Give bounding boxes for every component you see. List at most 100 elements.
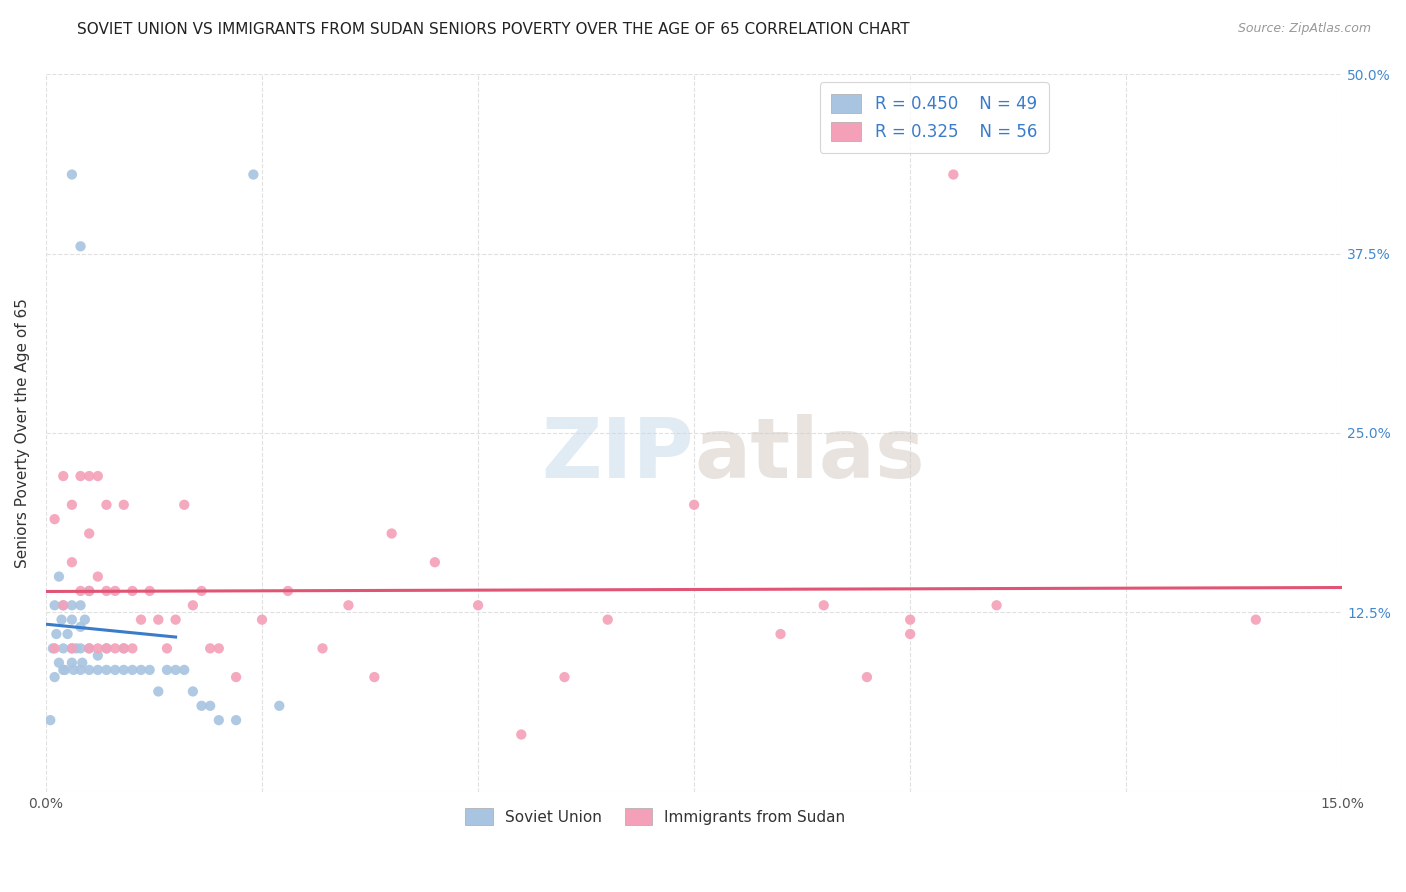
Point [77,469,100,483]
Point [225,670,247,684]
Point [69,641,91,656]
Point [96,583,118,598]
Point [42,641,65,656]
Point [96,498,118,512]
Point [77,641,100,656]
Point [156,663,179,677]
Point [112,498,135,512]
Point [112,663,135,677]
Point [48,656,70,670]
Y-axis label: Seniors Poverty Over the Age of 65: Seniors Poverty Over the Age of 65 [15,298,30,568]
Point [69,620,91,634]
Point [898,613,921,627]
Point [112,641,135,656]
Point [96,663,118,677]
Text: Source: ZipAtlas.com: Source: ZipAtlas.com [1237,22,1371,36]
Point [77,641,100,656]
Point [104,663,127,677]
Point [337,599,360,613]
Point [986,599,1008,613]
Point [45,627,67,641]
Point [77,663,100,677]
Point [769,627,792,641]
Point [173,663,195,677]
Point [96,641,118,656]
Point [942,168,965,182]
Text: ZIP: ZIP [541,414,695,495]
Point [138,583,160,598]
Legend: Soviet Union, Immigrants from Sudan: Soviet Union, Immigrants from Sudan [456,798,855,835]
Point [87,663,110,677]
Point [69,239,91,253]
Point [208,713,231,727]
Point [72,656,94,670]
Point [52,599,75,613]
Point [62,663,84,677]
Point [52,599,75,613]
Point [1244,613,1267,627]
Point [60,599,83,613]
Point [60,613,83,627]
Point [121,663,143,677]
Point [148,613,170,627]
Point [190,583,212,598]
Point [121,641,143,656]
Point [277,583,299,598]
Point [60,641,83,656]
Point [363,670,385,684]
Point [60,555,83,569]
Point [112,641,135,656]
Point [683,498,706,512]
Point [69,469,91,483]
Point [69,583,91,598]
Point [56,627,79,641]
Point [596,613,619,627]
Point [77,526,100,541]
Point [467,599,489,613]
Point [381,526,404,541]
Point [423,555,446,569]
Point [53,663,76,677]
Point [242,168,264,182]
Point [181,599,204,613]
Point [165,613,187,627]
Point [39,713,62,727]
Point [148,684,170,698]
Point [44,512,66,526]
Point [173,498,195,512]
Point [87,641,110,656]
Point [269,698,291,713]
Point [250,613,273,627]
Point [60,656,83,670]
Point [181,684,204,698]
Point [165,663,187,677]
Point [52,663,75,677]
Point [87,648,110,663]
Point [129,663,152,677]
Point [225,713,247,727]
Point [44,641,66,656]
Point [129,613,152,627]
Point [510,727,533,741]
Point [60,641,83,656]
Point [96,641,118,656]
Point [44,599,66,613]
Point [52,469,75,483]
Point [60,498,83,512]
Point [156,641,179,656]
Point [198,698,221,713]
Point [898,627,921,641]
Point [87,469,110,483]
Text: atlas: atlas [695,414,925,495]
Text: SOVIET UNION VS IMMIGRANTS FROM SUDAN SENIORS POVERTY OVER THE AGE OF 65 CORRELA: SOVIET UNION VS IMMIGRANTS FROM SUDAN SE… [77,22,910,37]
Point [77,583,100,598]
Point [51,613,73,627]
Point [48,569,70,583]
Point [44,670,66,684]
Point [60,168,83,182]
Point [52,641,75,656]
Point [138,663,160,677]
Point [121,583,143,598]
Point [311,641,333,656]
Point [104,583,127,598]
